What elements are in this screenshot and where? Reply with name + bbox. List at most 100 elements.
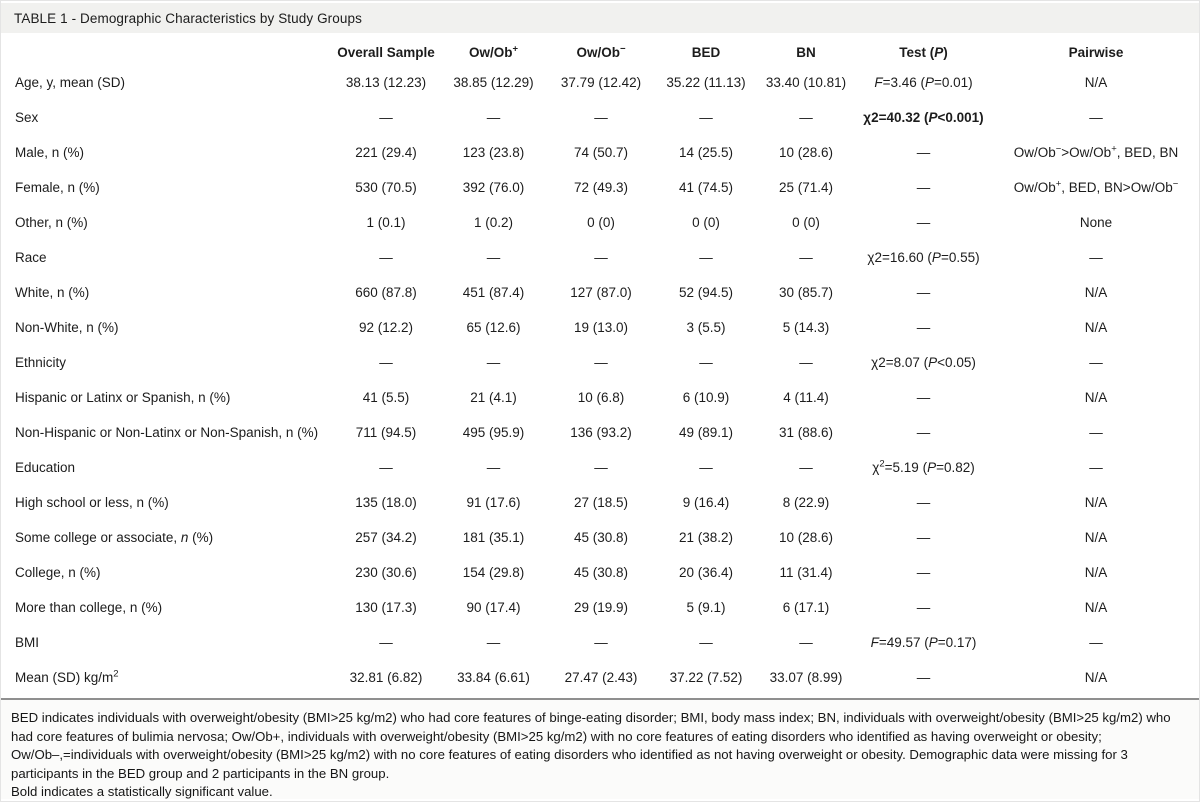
table-row: Sex — — — — — χ2=40.32 (P<0.001) — [1, 100, 1199, 135]
footnote-abbreviations: BED indicates individuals with overweigh… [11, 710, 1171, 781]
table-row: Male, n (%) 221 (29.4) 123 (23.8) 74 (50.7)… [1, 135, 1199, 170]
cell: 14 (25.5) [678, 145, 734, 160]
cell: — [594, 250, 608, 265]
cell: — [799, 250, 813, 265]
cell: 230 (30.6) [355, 565, 417, 580]
cell: — [379, 110, 393, 125]
cell: 451 (87.4) [462, 285, 525, 300]
row-label: College, n (%) [15, 565, 101, 580]
cell: 135 (18.0) [355, 495, 417, 510]
cell: — [1089, 460, 1103, 475]
cell: 4 (11.4) [783, 390, 829, 405]
row-label: Other, n (%) [15, 215, 88, 230]
cell: — [594, 110, 608, 125]
cell: — [379, 635, 393, 650]
cell: N/A [1084, 285, 1108, 300]
row-label-column-header [1, 39, 331, 65]
cell: 8 (22.9) [782, 495, 830, 510]
cell: 30 (85.7) [778, 285, 834, 300]
cell: — [916, 285, 931, 300]
table-header-row: Overall Sample Ow/Ob+ Ow/Ob− BED BN Test (P) P… [1, 39, 1199, 65]
row-label: Mean (SD) kg/m2 [15, 668, 119, 685]
table-row: High school or less, n (%) 135 (18.0) 91 (… [1, 485, 1199, 520]
demographics-table: Overall Sample Ow/Ob+ Ow/Ob− BED BN Test (P) P… [1, 39, 1199, 695]
cell: 52 (94.5) [678, 285, 734, 300]
cell: — [486, 460, 501, 475]
cell: — [699, 250, 713, 265]
cell: — [1089, 355, 1103, 370]
cell: — [916, 180, 931, 195]
cell: 25 (71.4) [778, 180, 834, 195]
table-row: Non-Hispanic or Non-Latinx or Non-Spanis… [1, 415, 1199, 450]
row-label: Race [15, 250, 47, 265]
cell: — [594, 460, 608, 475]
table-row: Some college or associate, n (%) 257 (34.… [1, 520, 1199, 555]
cell: 136 (93.2) [570, 425, 632, 440]
cell: — [594, 355, 608, 370]
cell: N/A [1084, 600, 1108, 615]
cell: 45 (30.8) [573, 565, 629, 580]
table-row: Race — — — — — χ2=16.60 (P=0.55) — [1, 240, 1199, 275]
cell: 72 (49.3) [573, 180, 629, 195]
row-label: Non-Hispanic or Non-Latinx or Non-Spanis… [15, 425, 319, 440]
row-label: Education [15, 460, 76, 475]
cell: — [916, 600, 931, 615]
cell: χ2=40.32 (P<0.001) [863, 110, 984, 125]
cell: — [916, 565, 931, 580]
row-label: Hispanic or Latinx or Spanish, n (%) [15, 390, 231, 405]
cell: 0 (0) [587, 215, 615, 230]
row-label: BMI [15, 635, 40, 650]
cell: 1 (0.1) [366, 215, 406, 230]
cell: — [916, 145, 931, 160]
footnote-bold-note: Bold indicates a statistically significa… [11, 784, 273, 800]
row-label: High school or less, n (%) [15, 495, 169, 510]
cell: None [1079, 215, 1113, 230]
cell: — [916, 320, 931, 335]
column-header: Pairwise [1068, 44, 1124, 60]
cell: 9 (16.4) [682, 495, 730, 510]
cell: — [1089, 425, 1103, 440]
cell: 29 (19.9) [573, 600, 629, 615]
row-label: Male, n (%) [15, 145, 85, 160]
table-row: Education — — — — — χ2=5.19 (P=0.82) — [1, 450, 1199, 485]
cell: — [916, 425, 931, 440]
cell: 154 (29.8) [462, 565, 525, 580]
cell: — [916, 215, 931, 230]
cell: — [379, 250, 393, 265]
column-header: Overall Sample [337, 44, 435, 60]
table-title-bar: TABLE 1 - Demographic Characteristics by… [1, 3, 1199, 33]
cell: N/A [1084, 320, 1108, 335]
cell: 33.40 (10.81) [765, 75, 847, 90]
cell: 21 (38.2) [678, 530, 734, 545]
table-row: More than college, n (%) 130 (17.3) 90 (17… [1, 590, 1199, 625]
cell: — [486, 355, 501, 370]
cell: — [486, 110, 501, 125]
cell: F=3.46 (P=0.01) [874, 75, 973, 90]
cell: 257 (34.2) [355, 530, 417, 545]
table-title: TABLE 1 - Demographic Characteristics by… [14, 10, 362, 26]
row-label: White, n (%) [15, 285, 90, 300]
cell: 221 (29.4) [355, 145, 417, 160]
cell: 6 (10.9) [682, 390, 730, 405]
table-row: Non-White, n (%) 92 (12.2) 65 (12.6) 19 (13… [1, 310, 1199, 345]
cell: 123 (23.8) [462, 145, 525, 160]
cell: 10 (28.6) [778, 530, 834, 545]
cell: — [699, 110, 713, 125]
cell: χ2=5.19 (P=0.82) [872, 458, 975, 475]
cell: 38.85 (12.29) [453, 75, 534, 90]
cell: 19 (13.0) [573, 320, 629, 335]
cell: — [699, 460, 713, 475]
cell: — [799, 355, 813, 370]
cell: 530 (70.5) [355, 180, 417, 195]
cell: 41 (74.5) [678, 180, 734, 195]
cell: — [1089, 635, 1103, 650]
row-label: Age, y, mean (SD) [15, 75, 126, 90]
cell: χ2=8.07 (P<0.05) [871, 355, 976, 370]
cell: N/A [1084, 390, 1108, 405]
table-footnotes: BED indicates individuals with overweigh… [1, 700, 1199, 799]
table-row: Ethnicity — — — — — χ2=8.07 (P<0.05) — [1, 345, 1199, 380]
cell: 45 (30.8) [573, 530, 629, 545]
cell: 495 (95.9) [462, 425, 525, 440]
cell: F=49.57 (P=0.17) [870, 635, 977, 650]
table-row: White, n (%) 660 (87.8) 451 (87.4) 127 (87.… [1, 275, 1199, 310]
